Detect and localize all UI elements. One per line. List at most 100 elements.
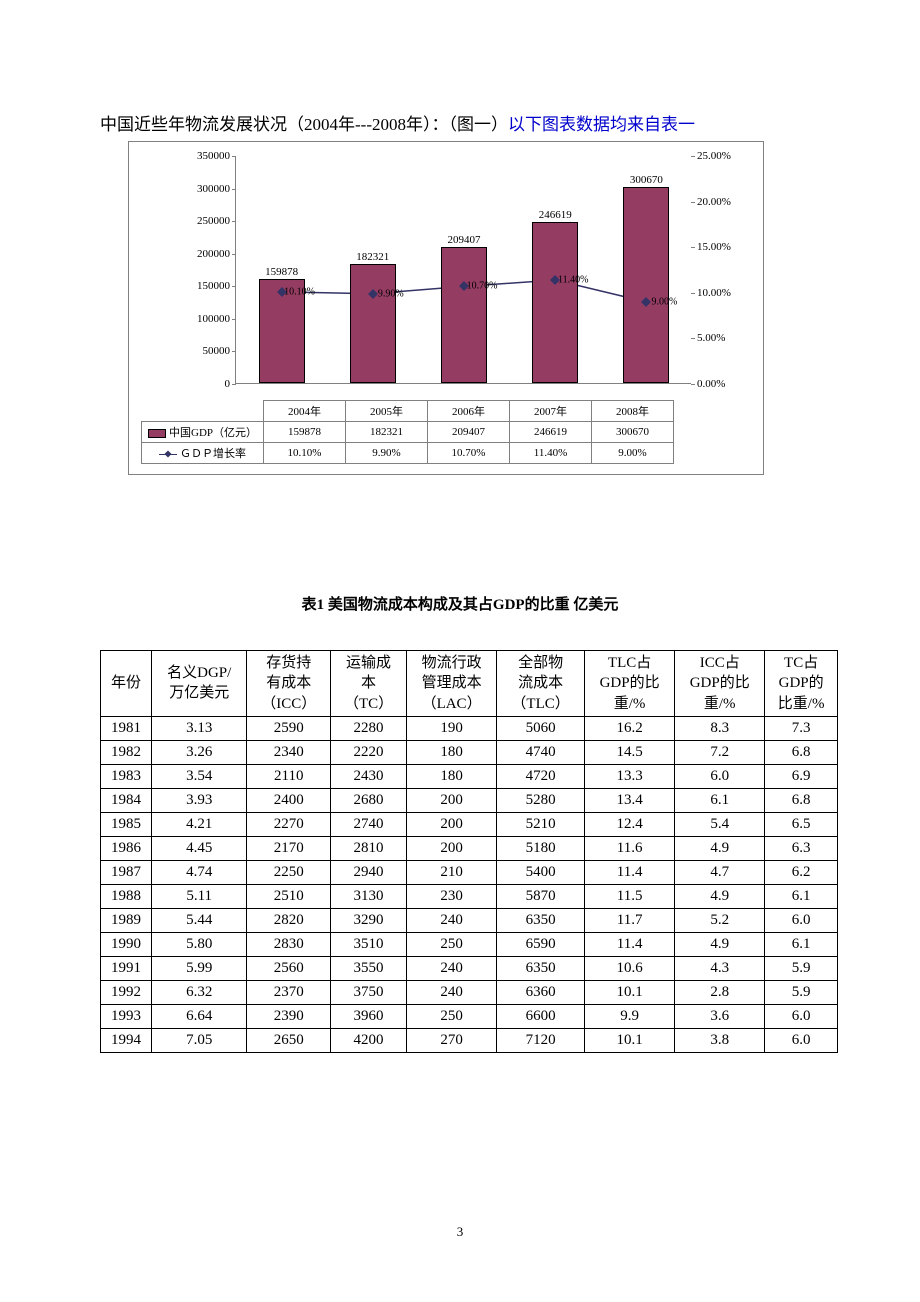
y-left-label: 250000: [197, 215, 230, 227]
table-row: 19854.2122702740200521012.45.46.5: [101, 812, 838, 836]
table1-cell: 2510: [247, 884, 331, 908]
table1-cell: 3130: [331, 884, 407, 908]
table1-cell: 5280: [497, 788, 585, 812]
table1-cell: 8.3: [675, 716, 765, 740]
legend-line-cell: 9.00%: [592, 443, 674, 464]
table1-header-cell: TC占GDP的比重/%: [765, 651, 838, 717]
table1-cell: 5870: [497, 884, 585, 908]
bar-value-label: 159878: [265, 266, 298, 278]
table1-cell: 6350: [497, 956, 585, 980]
table1-cell: 11.4: [585, 860, 675, 884]
legend-line-row: ＧＤＰ增长率 10.10%9.90%10.70%11.40%9.00%: [142, 443, 674, 464]
y-right-label: 10.00%: [697, 287, 731, 299]
legend-bar-cell: 300670: [592, 422, 674, 443]
legend-bar-row: 中国GDP（亿元） 159878182321209407246619300670: [142, 422, 674, 443]
table1-cell: 1987: [101, 860, 152, 884]
legend-bar-cell: 159878: [264, 422, 346, 443]
table1-cell: 6.0: [765, 908, 838, 932]
table1-header-cell: 年份: [101, 651, 152, 717]
table1-cell: 1982: [101, 740, 152, 764]
table1-cell: 5.80: [151, 932, 247, 956]
table-row: 19874.7422502940210540011.44.76.2: [101, 860, 838, 884]
table1-cell: 6.0: [765, 1004, 838, 1028]
table1-cell: 3960: [331, 1004, 407, 1028]
table1-cell: 6.32: [151, 980, 247, 1004]
table1-cell: 2370: [247, 980, 331, 1004]
table1-cell: 12.4: [585, 812, 675, 836]
table1-cell: 6.1: [765, 932, 838, 956]
y-right-label: 20.00%: [697, 196, 731, 208]
table1-cell: 13.3: [585, 764, 675, 788]
bar-value-label: 209407: [448, 234, 481, 246]
table1-cell: 6.0: [675, 764, 765, 788]
table1-cell: 210: [407, 860, 497, 884]
table1-cell: 6.5: [765, 812, 838, 836]
table1-cell: 180: [407, 740, 497, 764]
table1-cell: 4.7: [675, 860, 765, 884]
y-left-label: 150000: [197, 280, 230, 292]
table1-cell: 16.2: [585, 716, 675, 740]
table1-cell: 2340: [247, 740, 331, 764]
legend-line-cell: 9.90%: [346, 443, 428, 464]
table1-cell: 11.7: [585, 908, 675, 932]
legend-bar-cell: 182321: [346, 422, 428, 443]
bar-swatch-icon: [148, 429, 166, 438]
table1-cell: 2810: [331, 836, 407, 860]
table1-header-cell: TLC占GDP的比重/%: [585, 651, 675, 717]
legend-year-cell: 2006年: [428, 401, 510, 422]
table1-cell: 4.9: [675, 836, 765, 860]
table1-cell: 7.3: [765, 716, 838, 740]
table1-cell: 200: [407, 836, 497, 860]
table1-cell: 3.54: [151, 764, 247, 788]
table1-cell: 200: [407, 788, 497, 812]
table1-cell: 7.2: [675, 740, 765, 764]
table1-cell: 270: [407, 1028, 497, 1052]
page-title: 中国近些年物流发展状况（2004年---2008年）：（图一）以下图表数据均来自…: [100, 110, 820, 135]
y-right-label: 25.00%: [697, 150, 731, 162]
table1-cell: 5180: [497, 836, 585, 860]
table1-cell: 7120: [497, 1028, 585, 1052]
table1-cell: 6600: [497, 1004, 585, 1028]
table1-cell: 5060: [497, 716, 585, 740]
table1-cell: 4720: [497, 764, 585, 788]
legend-year-cell: 2004年: [264, 401, 346, 422]
table1-cell: 6.2: [765, 860, 838, 884]
table1-cell: 7.05: [151, 1028, 247, 1052]
legend-year-cell: 2005年: [346, 401, 428, 422]
legend-line-cell: 10.70%: [428, 443, 510, 464]
table1-cell: 2650: [247, 1028, 331, 1052]
table1-cell: 2820: [247, 908, 331, 932]
table1-cell: 2560: [247, 956, 331, 980]
table1-cell: 230: [407, 884, 497, 908]
table1-cell: 250: [407, 1004, 497, 1028]
legend-line-cell: 11.40%: [510, 443, 592, 464]
table1-cell: 240: [407, 956, 497, 980]
table1-header-cell: 全部物流成本（TLC）: [497, 651, 585, 717]
table1-cell: 9.9: [585, 1004, 675, 1028]
table1-body: 19813.1325902280190506016.28.37.319823.2…: [101, 716, 838, 1052]
table1-cell: 3.6: [675, 1004, 765, 1028]
legend-year-cell: 2007年: [510, 401, 592, 422]
chart-legend-table: 2004年2005年2006年2007年2008年 中国GDP（亿元） 1598…: [141, 400, 674, 464]
table1-cell: 1981: [101, 716, 152, 740]
table1-cell: 2390: [247, 1004, 331, 1028]
line-series-label: ＧＤＰ增长率: [180, 448, 246, 460]
table1-cell: 14.5: [585, 740, 675, 764]
table1-cell: 6.3: [765, 836, 838, 860]
legend-year-cell: 2008年: [592, 401, 674, 422]
table1-cell: 10.6: [585, 956, 675, 980]
table1-cell: 2280: [331, 716, 407, 740]
table1-cell: 1994: [101, 1028, 152, 1052]
table1-cell: 3.8: [675, 1028, 765, 1052]
table1-cell: 4.45: [151, 836, 247, 860]
table1-cell: 3750: [331, 980, 407, 1004]
line-value-label: 9.90%: [378, 288, 404, 299]
table1-cell: 6360: [497, 980, 585, 1004]
table1-cell: 3.26: [151, 740, 247, 764]
table1-cell: 10.1: [585, 980, 675, 1004]
table1-cell: 5400: [497, 860, 585, 884]
table1-cell: 4.74: [151, 860, 247, 884]
table-row: 19905.8028303510250659011.44.96.1: [101, 932, 838, 956]
legend-bar-cell: 209407: [428, 422, 510, 443]
table1-cell: 3290: [331, 908, 407, 932]
